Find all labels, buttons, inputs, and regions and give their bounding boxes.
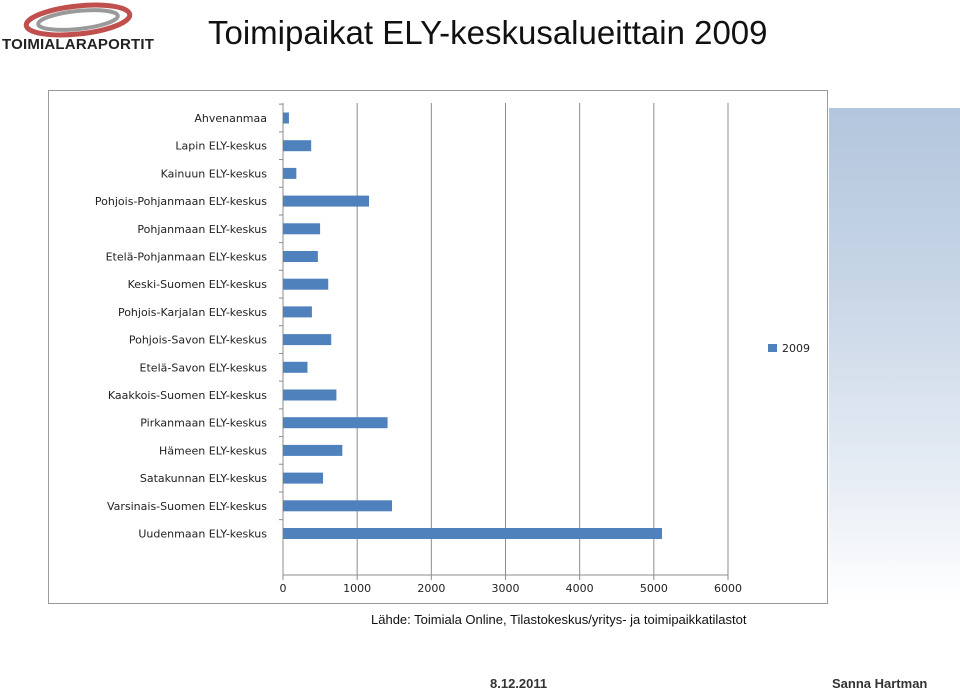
category-label: Uudenmaan ELY-keskus bbox=[138, 528, 267, 541]
category-label: Satakunnan ELY-keskus bbox=[140, 472, 267, 485]
category-label: Pirkanmaan ELY-keskus bbox=[140, 417, 267, 430]
chart-area: 0 1000 2000 3000 4000 5000 6000 Ahvenanmaa Lapin… bbox=[48, 90, 828, 604]
logo: TOIMIALARAPORTIT bbox=[0, 0, 170, 60]
logo-text: TOIMIALARAPORTIT bbox=[2, 36, 155, 53]
footer-author: Sanna Hartman bbox=[832, 676, 928, 691]
bar bbox=[283, 167, 297, 179]
page-title: Toimipaikat ELY-keskusalueittain 2009 bbox=[208, 14, 768, 51]
bar bbox=[283, 417, 388, 429]
category-label: Pohjanmaan ELY-keskus bbox=[137, 223, 267, 236]
category-label: Kainuun ELY-keskus bbox=[161, 167, 268, 180]
logo-swoosh-icon bbox=[23, 2, 133, 38]
bar bbox=[283, 223, 321, 235]
bar bbox=[283, 278, 329, 290]
x-tick-label: 3000 bbox=[492, 582, 520, 595]
x-tick-label: 5000 bbox=[640, 582, 668, 595]
bar bbox=[283, 361, 308, 373]
category-label: Ahvenanmaa bbox=[194, 112, 267, 125]
bar bbox=[283, 500, 393, 512]
category-label: Etelä-Savon ELY-keskus bbox=[140, 361, 268, 374]
x-tick-label: 0 bbox=[280, 582, 287, 595]
decorative-panel bbox=[829, 108, 960, 604]
x-tick-label: 4000 bbox=[566, 582, 594, 595]
bar bbox=[283, 444, 343, 456]
bar bbox=[283, 112, 289, 124]
x-tick-label: 6000 bbox=[714, 582, 742, 595]
bar bbox=[283, 472, 324, 484]
bar bbox=[283, 195, 370, 207]
bar bbox=[283, 389, 337, 401]
bar bbox=[283, 140, 312, 152]
category-label: Varsinais-Suomen ELY-keskus bbox=[107, 500, 267, 513]
x-tick-label: 2000 bbox=[417, 582, 445, 595]
bar bbox=[283, 306, 312, 318]
category-label: Pohjois-Karjalan ELY-keskus bbox=[118, 306, 267, 319]
category-label: Pohjois-Pohjanmaan ELY-keskus bbox=[95, 195, 267, 208]
x-tick-label: 1000 bbox=[343, 582, 371, 595]
legend-label: 2009 bbox=[782, 342, 810, 355]
footer-date: 8.12.2011 bbox=[490, 676, 548, 691]
category-label: Etelä-Pohjanmaan ELY-keskus bbox=[106, 251, 268, 264]
category-label: Keski-Suomen ELY-keskus bbox=[128, 278, 268, 291]
bar bbox=[283, 334, 332, 346]
category-label: Kaakkois-Suomen ELY-keskus bbox=[108, 389, 267, 402]
bar-chart: 0 1000 2000 3000 4000 5000 6000 Ahvenanmaa Lapin… bbox=[95, 103, 810, 595]
legend-swatch bbox=[768, 344, 777, 352]
category-label: Lapin ELY-keskus bbox=[175, 140, 267, 153]
category-label: Pohjois-Savon ELY-keskus bbox=[129, 334, 267, 347]
bar bbox=[283, 528, 662, 539]
source-note: Lähde: Toimiala Online, Tilastokeskus/yr… bbox=[371, 612, 747, 627]
bar bbox=[283, 251, 318, 262]
category-label: Hämeen ELY-keskus bbox=[159, 444, 267, 457]
